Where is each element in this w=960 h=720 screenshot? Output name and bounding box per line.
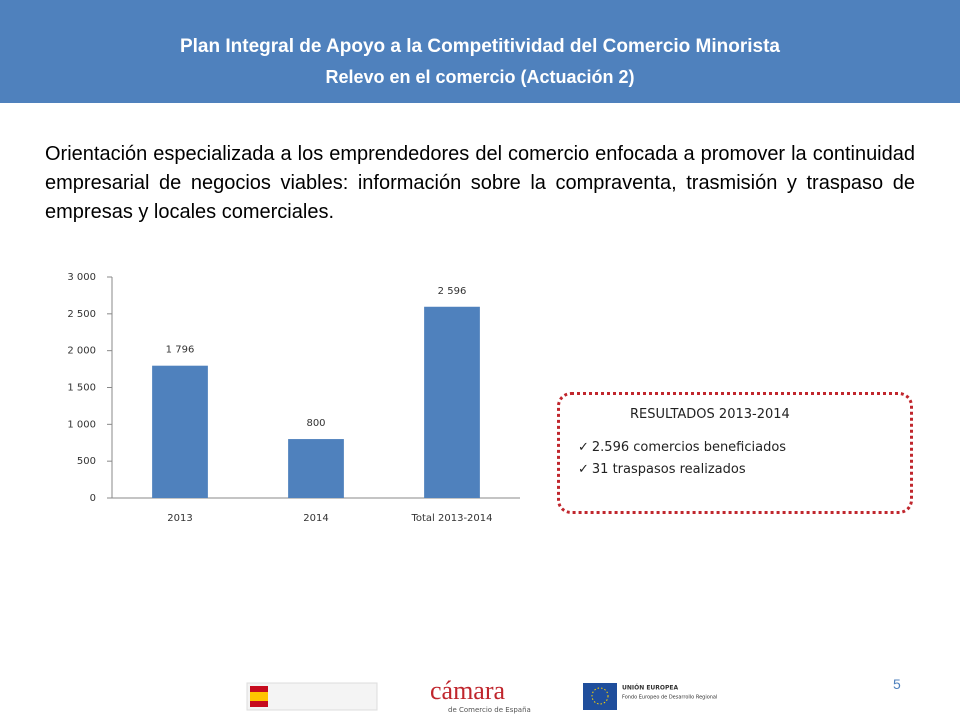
data-label: 2 596 xyxy=(438,286,467,297)
bar xyxy=(288,439,344,498)
results-box: RESULTADOS 2013-2014 2.596 comercios ben… xyxy=(557,392,913,514)
logo-camara-sub: de Comercio de España xyxy=(448,706,531,714)
y-tick-label: 2 500 xyxy=(67,309,96,320)
results-title: RESULTADOS 2013-2014 xyxy=(630,407,790,422)
y-tick-label: 2 000 xyxy=(67,346,96,357)
eu-flag xyxy=(583,683,617,710)
logo-camara: cámara xyxy=(430,676,506,705)
header: Plan Integral de Apoyo a la Competitivid… xyxy=(0,0,960,103)
logo-eu-sub: Fondo Europeo de Desarrollo Regional xyxy=(622,695,717,701)
flag xyxy=(250,692,268,701)
results-list: 2.596 comercios beneficiados31 traspasos… xyxy=(578,437,786,481)
data-label: 800 xyxy=(306,418,325,429)
logos xyxy=(246,682,617,711)
data-label: 1 796 xyxy=(166,345,195,356)
x-tick-label: 2013 xyxy=(167,513,192,524)
result-item: 31 traspasos realizados xyxy=(578,459,786,481)
eu-stars xyxy=(591,687,609,705)
y-tick-label: 0 xyxy=(90,493,96,504)
y-tick-label: 1 000 xyxy=(67,419,96,430)
title: Plan Integral de Apoyo a la Competitivid… xyxy=(179,36,780,57)
logo-eu: UNIÓN EUROPEA xyxy=(622,685,679,692)
y-tick-label: 3 000 xyxy=(67,272,96,283)
body-text: Orientación especializada a los emprende… xyxy=(45,143,915,223)
bar xyxy=(424,306,480,498)
bar xyxy=(152,365,208,498)
y-tick-label: 1 500 xyxy=(67,383,96,394)
y-tick-label: 500 xyxy=(77,456,96,467)
x-tick-label: Total 2013-2014 xyxy=(410,513,492,524)
logo-gobierno xyxy=(246,682,378,711)
subtitle: Relevo en el comercio (Actuación 2) xyxy=(325,67,635,87)
page-number: 5 xyxy=(893,676,901,692)
x-tick-label: 2014 xyxy=(303,513,328,524)
result-item: 2.596 comercios beneficiados xyxy=(578,437,786,459)
